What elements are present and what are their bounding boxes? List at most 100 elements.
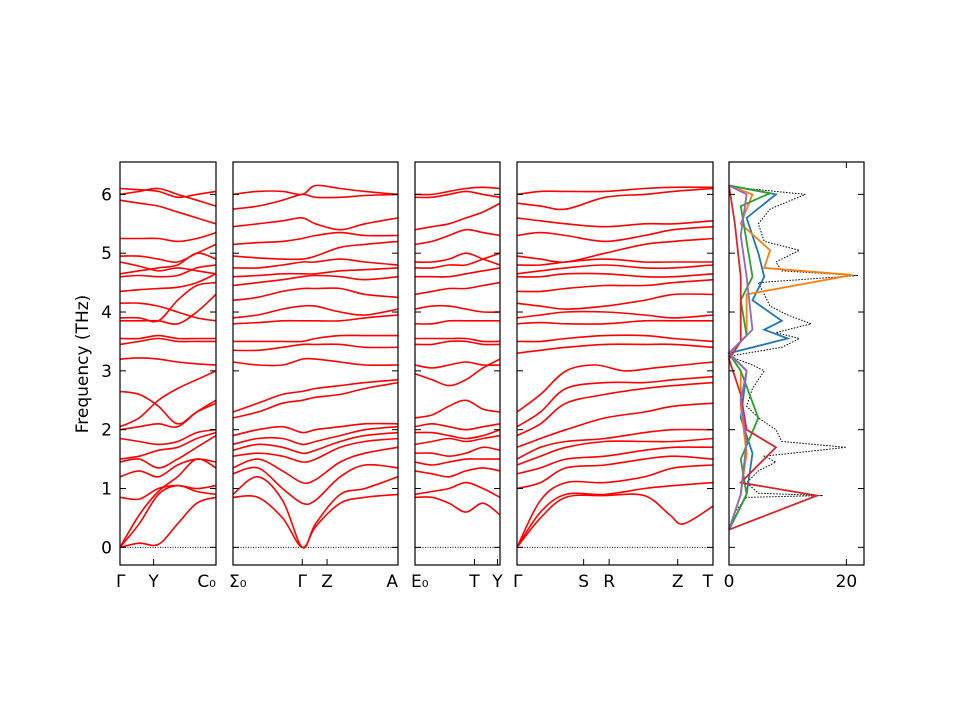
partial-dos-line-1 bbox=[727, 184, 791, 531]
x-tick-label: R bbox=[603, 572, 615, 592]
band-line-26 bbox=[119, 187, 217, 199]
band-line-9 bbox=[119, 399, 217, 431]
band-line-6 bbox=[232, 431, 399, 455]
x-tick-label: Γ bbox=[116, 572, 126, 592]
band-line-17 bbox=[232, 274, 399, 287]
band-line-23 bbox=[414, 186, 501, 196]
band-line-22 bbox=[516, 225, 714, 243]
y-tick-label: 2 bbox=[101, 421, 112, 441]
band-line-3 bbox=[516, 464, 714, 548]
band-line-7 bbox=[516, 428, 714, 460]
band-line-18 bbox=[414, 252, 501, 269]
band-line-12 bbox=[414, 340, 501, 346]
band-line-14 bbox=[414, 319, 500, 325]
band-line-1 bbox=[414, 496, 501, 516]
band-line-4 bbox=[232, 446, 399, 485]
x-tick-label: Γ bbox=[298, 572, 308, 592]
x-tick-label: Σ₀ bbox=[229, 572, 247, 592]
y-tick-label: 1 bbox=[101, 480, 112, 500]
band-line-13 bbox=[516, 334, 714, 343]
y-tick-label: 0 bbox=[101, 538, 112, 558]
band-line-9 bbox=[414, 399, 501, 419]
band-line-16 bbox=[232, 287, 399, 302]
panel-frame bbox=[414, 161, 501, 566]
band-line-6 bbox=[119, 434, 217, 469]
x-tick-label: A bbox=[386, 572, 398, 592]
band-line-21 bbox=[414, 202, 501, 231]
partial-dos-line-2 bbox=[727, 184, 853, 530]
band-line-20 bbox=[516, 258, 713, 266]
x-tick-label: Γ bbox=[513, 572, 523, 592]
band-panel-2: Σ₀ Γ Z A bbox=[229, 161, 399, 592]
dos-x-tick-label: 0 bbox=[724, 572, 735, 592]
band-line-2 bbox=[232, 476, 399, 549]
band-line-15 bbox=[120, 293, 217, 325]
band-line-21 bbox=[232, 231, 399, 246]
x-tick-label: Z bbox=[672, 572, 684, 592]
band-line-2 bbox=[414, 481, 501, 499]
band-line-13 bbox=[415, 337, 501, 343]
x-tick-label: T bbox=[702, 572, 714, 592]
band-line-12 bbox=[516, 343, 714, 354]
band-line-17 bbox=[516, 278, 714, 293]
partial-dos-line-4 bbox=[728, 185, 821, 531]
band-line-6 bbox=[516, 437, 714, 466]
band-line-21 bbox=[516, 237, 714, 264]
band-line-14 bbox=[119, 334, 216, 340]
band-line-22 bbox=[414, 190, 501, 199]
band-line-3 bbox=[414, 467, 501, 478]
band-line-10 bbox=[119, 370, 217, 428]
panel-frame bbox=[516, 161, 714, 566]
band-line-9 bbox=[516, 381, 714, 437]
dos-x-tick-label: 20 bbox=[836, 572, 858, 592]
band-line-5 bbox=[232, 437, 399, 463]
band-line-6 bbox=[414, 434, 501, 446]
band-line-16 bbox=[414, 281, 501, 296]
x-tick-label: Z bbox=[321, 572, 333, 592]
band-line-14 bbox=[232, 314, 399, 325]
band-line-10 bbox=[232, 378, 399, 413]
band-line-7 bbox=[414, 428, 501, 440]
band-line-5 bbox=[119, 458, 217, 478]
band-line-12 bbox=[119, 357, 217, 366]
band-line-16 bbox=[516, 293, 714, 310]
band-line-12 bbox=[232, 343, 399, 352]
band-line-15 bbox=[516, 310, 714, 319]
band-line-14 bbox=[516, 319, 713, 325]
band-line-20 bbox=[414, 228, 501, 246]
band-line-8 bbox=[414, 422, 501, 431]
band-line-16 bbox=[119, 281, 217, 323]
band-line-19 bbox=[516, 264, 714, 275]
band-line-11 bbox=[516, 361, 714, 413]
y-tick-label: 3 bbox=[101, 362, 112, 382]
x-tick-label: Y bbox=[491, 572, 503, 592]
band-line-25 bbox=[119, 187, 217, 207]
y-axis-label: Frequency (THz) bbox=[73, 295, 93, 434]
band-line-8 bbox=[119, 428, 217, 446]
band-line-18 bbox=[119, 273, 217, 293]
band-line-13 bbox=[233, 334, 398, 343]
band-line-18 bbox=[232, 267, 399, 278]
x-tick-label: Y bbox=[147, 572, 159, 592]
y-tick-label: 5 bbox=[101, 244, 112, 264]
band-line-19 bbox=[119, 264, 217, 278]
band-line-22 bbox=[119, 243, 217, 264]
band-line-4 bbox=[119, 484, 217, 501]
band-line-20 bbox=[232, 240, 399, 261]
band-line-5 bbox=[414, 446, 501, 458]
band-line-2 bbox=[119, 484, 217, 548]
band-line-4 bbox=[414, 458, 500, 466]
band-line-24 bbox=[516, 187, 714, 211]
x-tick-label: E₀ bbox=[411, 572, 429, 592]
x-tick-label: S bbox=[578, 572, 589, 592]
band-line-10 bbox=[516, 375, 714, 428]
band-line-8 bbox=[516, 402, 714, 449]
dos-frame bbox=[728, 161, 865, 566]
band-line-18 bbox=[516, 272, 714, 278]
band-panel-3: E₀ T Y bbox=[411, 161, 503, 592]
band-line-2 bbox=[516, 481, 714, 548]
band-line-4 bbox=[516, 455, 714, 490]
x-tick-label: T bbox=[468, 572, 480, 592]
band-line-24 bbox=[119, 199, 217, 225]
